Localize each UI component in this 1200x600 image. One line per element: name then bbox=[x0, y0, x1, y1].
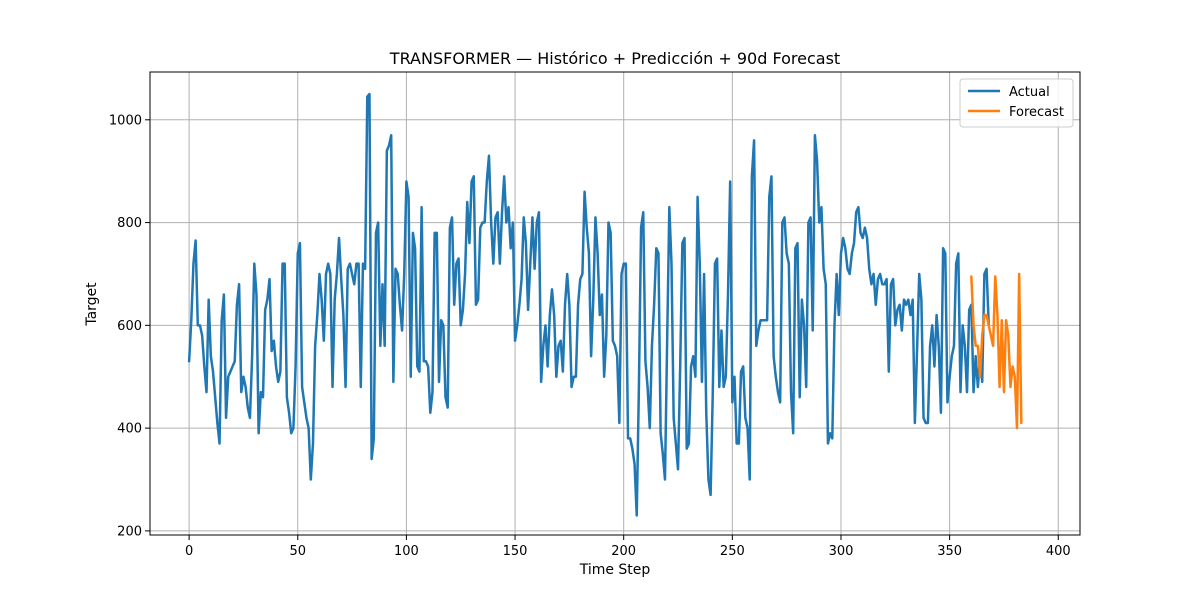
x-tick-label: 250 bbox=[720, 544, 745, 559]
x-tick-label: 100 bbox=[394, 544, 419, 559]
x-tick-label: 400 bbox=[1046, 544, 1071, 559]
x-axis-label: Time Step bbox=[579, 562, 651, 578]
y-ticks: 200 400 600 800 1000 bbox=[109, 113, 150, 539]
x-tick-label: 0 bbox=[185, 544, 193, 559]
series-line-actual bbox=[187, 92, 990, 517]
chart-title: TRANSFORMER — Histórico + Predicción + 9… bbox=[389, 49, 840, 68]
x-tick-label: 150 bbox=[503, 544, 528, 559]
legend: Actual Forecast bbox=[959, 78, 1074, 128]
x-tick-label: 350 bbox=[937, 544, 962, 559]
legend-label-forecast: Forecast bbox=[1009, 105, 1064, 120]
grid-layer bbox=[150, 72, 1080, 535]
y-tick-label: 200 bbox=[117, 524, 142, 539]
x-tick-label: 200 bbox=[611, 544, 636, 559]
series-line-forecast bbox=[970, 272, 1023, 430]
y-tick-label: 1000 bbox=[109, 113, 142, 128]
x-tick-label: 50 bbox=[289, 544, 306, 559]
x-tick-label: 300 bbox=[829, 544, 854, 559]
y-axis-label: Target bbox=[84, 282, 100, 327]
plot-area-border bbox=[149, 71, 1081, 536]
legend-label-actual: Actual bbox=[1009, 85, 1050, 100]
y-tick-label: 600 bbox=[117, 319, 142, 334]
y-tick-label: 800 bbox=[117, 216, 142, 231]
x-ticks: 0 50 100 150 200 250 300 350 400 bbox=[185, 535, 1071, 559]
y-tick-label: 400 bbox=[117, 422, 142, 437]
series-layer bbox=[187, 92, 1023, 517]
